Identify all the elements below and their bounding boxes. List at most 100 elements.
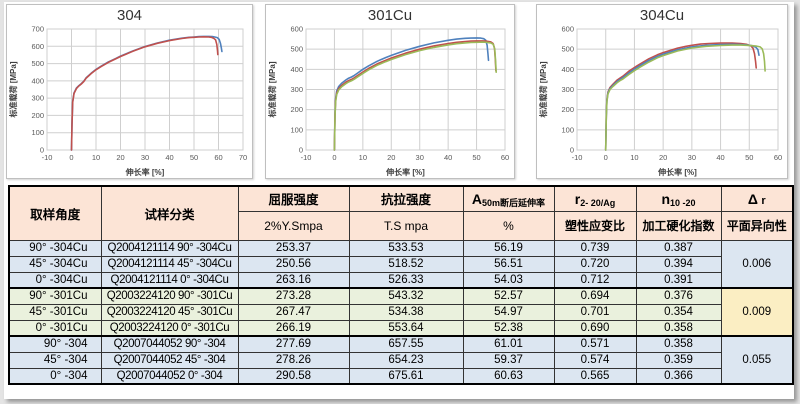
table-row: 0° -304Cu Q2004121114 0° -304Cu 263.16 526.… bbox=[8, 271, 793, 289]
elongation-cell: 60.63 bbox=[462, 367, 555, 385]
svg-text:300: 300 bbox=[561, 85, 574, 94]
svg-text:10: 10 bbox=[630, 153, 638, 162]
n-value-cell: 0.359 bbox=[635, 351, 722, 369]
yield-cell: 290.58 bbox=[237, 367, 350, 385]
tensile-cell: 654.23 bbox=[348, 351, 464, 369]
svg-text:伸长率 [%]: 伸长率 [%] bbox=[385, 167, 425, 177]
svg-text:700: 700 bbox=[31, 25, 44, 34]
tensile-cell: 543.32 bbox=[348, 287, 464, 305]
svg-text:400: 400 bbox=[31, 76, 44, 85]
svg-text:200: 200 bbox=[31, 111, 44, 120]
results-table-body: 90° -304Cu Q2004121114 90° -304Cu 253.37 53… bbox=[8, 239, 794, 385]
svg-text:60: 60 bbox=[774, 153, 782, 162]
n-value-cell: 0.394 bbox=[635, 255, 722, 273]
chart-title: 304Cu bbox=[639, 7, 685, 24]
svg-text:500: 500 bbox=[561, 45, 574, 54]
r-value-cell: 0.720 bbox=[553, 255, 637, 273]
angle-cell: 90° -304Cu bbox=[8, 239, 102, 257]
svg-text:30: 30 bbox=[688, 153, 696, 162]
svg-text:标准载荷 [MPa]: 标准载荷 [MPa] bbox=[8, 61, 18, 118]
svg-text:500: 500 bbox=[290, 45, 303, 54]
svg-text:20: 20 bbox=[116, 153, 124, 162]
svg-text:60: 60 bbox=[501, 153, 509, 162]
tensile-cell: 526.33 bbox=[348, 271, 464, 289]
sample-cell: Q2003224120 0° -301Cu bbox=[100, 319, 239, 337]
r-value-cell: 0.690 bbox=[553, 319, 637, 337]
sample-cell: Q2007044052 45° -304 bbox=[100, 351, 239, 369]
svg-text:20: 20 bbox=[659, 153, 667, 162]
svg-text:40: 40 bbox=[444, 153, 452, 162]
svg-text:标准载荷 [MPa]: 标准载荷 [MPa] bbox=[538, 61, 548, 118]
angle-cell: 45° -304 bbox=[8, 351, 102, 369]
n-value-cell: 0.358 bbox=[635, 319, 722, 337]
header-yield-strength: 屈服强度 bbox=[237, 185, 350, 212]
r-value-cell: 0.694 bbox=[553, 287, 637, 305]
r-value-cell: 0.571 bbox=[553, 335, 637, 353]
delta-r-cell: 0.055 bbox=[720, 335, 794, 385]
svg-text:200: 200 bbox=[561, 105, 574, 114]
svg-text:300: 300 bbox=[31, 94, 44, 103]
n-value-cell: 0.366 bbox=[635, 367, 722, 385]
svg-text:伸长率 [%]: 伸长率 [%] bbox=[657, 167, 697, 177]
svg-text:100: 100 bbox=[561, 125, 574, 134]
tensile-cell: 675.61 bbox=[348, 367, 464, 385]
svg-text:20: 20 bbox=[387, 153, 395, 162]
tensile-cell: 533.53 bbox=[348, 239, 464, 257]
worksheet: 304 0 100 200 300 400 500 600 700 -10 0 10 20 30 40 50… bbox=[4, 2, 794, 399]
sample-cell: Q2003224120 90° -301Cu bbox=[100, 287, 239, 305]
tensile-cell: 534.38 bbox=[348, 303, 464, 321]
r-value-cell: 0.712 bbox=[553, 271, 637, 289]
header-elongation: A50m断后延伸率 bbox=[462, 185, 555, 212]
sample-cell: Q2007044052 0° -304 bbox=[100, 367, 239, 385]
svg-text:-10: -10 bbox=[301, 153, 312, 162]
tensile-cell: 553.64 bbox=[348, 319, 464, 337]
svg-text:40: 40 bbox=[165, 153, 173, 162]
table-row: 45° -304Cu Q2004121114 45° -304Cu 250.56 51… bbox=[8, 255, 793, 273]
svg-text:70: 70 bbox=[239, 153, 247, 162]
sample-cell: Q2007044052 90° -304 bbox=[100, 335, 239, 353]
chart-panel-304cu: 304Cu 0 100 200 300 400 500 600 -10 0 10 20 30 40 50 6… bbox=[536, 4, 788, 179]
elongation-cell: 59.37 bbox=[462, 351, 555, 369]
svg-text:400: 400 bbox=[561, 65, 574, 74]
svg-text:标准载荷 [MPa]: 标准载荷 [MPa] bbox=[267, 61, 277, 118]
svg-text:0: 0 bbox=[299, 146, 303, 155]
sample-cell: Q2004121114 45° -304Cu bbox=[100, 255, 239, 273]
svg-text:300: 300 bbox=[290, 85, 303, 94]
svg-text:伸长率 [%]: 伸长率 [%] bbox=[125, 167, 165, 177]
sample-cell: Q2003224120 45° -301Cu bbox=[100, 303, 239, 321]
svg-text:10: 10 bbox=[359, 153, 367, 162]
r-value-cell: 0.565 bbox=[553, 367, 637, 385]
elongation-cell: 52.57 bbox=[462, 287, 555, 305]
table-row: 0° -304 Q2007044052 0° -304 290.58 675.61 60… bbox=[8, 367, 793, 385]
n-value-cell: 0.376 bbox=[635, 287, 722, 305]
yield-cell: 267.47 bbox=[237, 303, 350, 321]
svg-text:0: 0 bbox=[604, 153, 608, 162]
chart-panel-301cu: 301Cu 0 100 200 300 400 500 600 -10 0 10 20 30 40 50 6… bbox=[265, 4, 515, 179]
table-row: 90° -304Cu Q2004121114 90° -304Cu 253.37 53… bbox=[8, 239, 794, 289]
svg-text:50: 50 bbox=[745, 153, 753, 162]
yield-cell: 263.16 bbox=[237, 271, 350, 289]
svg-text:0: 0 bbox=[570, 146, 574, 155]
angle-cell: 0° -301Cu bbox=[8, 319, 102, 337]
header-n-value: n10 -20 bbox=[635, 185, 722, 212]
header-plastic-strain-ratio: 塑性应变比 bbox=[553, 210, 637, 241]
svg-text:-10: -10 bbox=[572, 153, 583, 162]
chart-panel-304: 304 0 100 200 300 400 500 600 700 -10 0 10 20 30 40 50… bbox=[6, 4, 253, 179]
angle-cell: 45° -304Cu bbox=[8, 255, 102, 273]
tensile-cell: 518.52 bbox=[348, 255, 464, 273]
chart-title: 304 bbox=[116, 7, 143, 24]
header-planar-anisotropy: 平面异向性 bbox=[720, 210, 794, 241]
sample-cell: Q2004121114 0° -304Cu bbox=[100, 271, 239, 289]
header-sample: 试样分类 bbox=[100, 185, 239, 241]
angle-cell: 0° -304Cu bbox=[8, 271, 102, 289]
angle-cell: 0° -304 bbox=[8, 367, 102, 385]
svg-text:60: 60 bbox=[214, 153, 222, 162]
header-yield-unit: 2%Y.Smpa bbox=[237, 210, 350, 241]
table-row: 90° -304 Q2007044052 90° -304 277.69 657.55… bbox=[8, 335, 794, 385]
n-value-cell: 0.387 bbox=[635, 239, 722, 257]
svg-text:0: 0 bbox=[40, 146, 44, 155]
elongation-cell: 54.03 bbox=[462, 271, 555, 289]
